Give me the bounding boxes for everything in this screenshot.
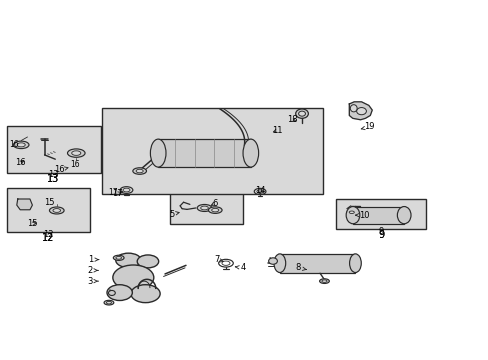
- Ellipse shape: [49, 207, 64, 214]
- Text: 13: 13: [47, 174, 60, 184]
- Text: 17: 17: [112, 189, 123, 198]
- Text: 8: 8: [295, 264, 306, 273]
- Text: 9: 9: [377, 230, 383, 240]
- Polygon shape: [17, 199, 32, 210]
- Ellipse shape: [108, 291, 115, 296]
- Text: 9: 9: [377, 230, 383, 240]
- Ellipse shape: [348, 211, 354, 213]
- Ellipse shape: [131, 285, 160, 303]
- Ellipse shape: [319, 279, 329, 283]
- Text: 16: 16: [15, 158, 25, 167]
- Text: 16: 16: [70, 160, 80, 169]
- Text: 14: 14: [254, 186, 265, 195]
- Ellipse shape: [356, 108, 366, 115]
- Text: 10: 10: [355, 211, 369, 220]
- Ellipse shape: [104, 300, 114, 305]
- Ellipse shape: [13, 141, 29, 149]
- Text: 12: 12: [42, 230, 53, 239]
- Ellipse shape: [116, 253, 141, 267]
- Ellipse shape: [397, 207, 410, 224]
- Ellipse shape: [349, 254, 361, 273]
- Ellipse shape: [349, 105, 356, 112]
- Text: 1: 1: [88, 255, 99, 264]
- Bar: [102, 108, 322, 194]
- Ellipse shape: [53, 208, 61, 212]
- Text: 11: 11: [271, 126, 282, 135]
- Bar: [352, 207, 404, 224]
- Text: 3: 3: [87, 276, 98, 285]
- Text: 5: 5: [169, 210, 179, 219]
- Bar: [170, 192, 242, 224]
- Text: 7: 7: [214, 255, 223, 264]
- Text: 13: 13: [47, 174, 60, 184]
- Ellipse shape: [116, 256, 121, 259]
- Bar: [6, 126, 101, 173]
- Text: 2: 2: [87, 266, 98, 275]
- Text: 19: 19: [361, 122, 374, 131]
- Ellipse shape: [295, 109, 308, 118]
- Text: 6: 6: [211, 199, 218, 208]
- Text: 15: 15: [27, 219, 38, 228]
- Text: 12: 12: [41, 233, 54, 243]
- Ellipse shape: [113, 255, 124, 260]
- Text: 18: 18: [286, 115, 297, 124]
- Ellipse shape: [133, 168, 146, 174]
- Polygon shape: [348, 102, 371, 120]
- Text: 9: 9: [378, 227, 383, 236]
- Bar: [158, 139, 250, 167]
- Text: 16: 16: [10, 140, 19, 149]
- Text: 16: 16: [54, 166, 68, 175]
- Text: 4: 4: [235, 264, 245, 273]
- Text: 12: 12: [41, 233, 54, 243]
- Text: 13: 13: [48, 170, 59, 179]
- Ellipse shape: [113, 265, 154, 290]
- Ellipse shape: [107, 285, 132, 301]
- Ellipse shape: [346, 210, 356, 215]
- Ellipse shape: [106, 301, 111, 304]
- Ellipse shape: [243, 139, 258, 167]
- Ellipse shape: [208, 207, 222, 213]
- Ellipse shape: [200, 206, 208, 210]
- Ellipse shape: [268, 258, 277, 264]
- Ellipse shape: [67, 149, 85, 157]
- Ellipse shape: [72, 151, 81, 156]
- Text: 17: 17: [108, 188, 118, 197]
- Ellipse shape: [298, 111, 305, 116]
- Bar: [279, 254, 355, 273]
- Ellipse shape: [136, 169, 143, 173]
- Ellipse shape: [197, 204, 211, 211]
- Ellipse shape: [273, 254, 285, 273]
- Text: 15: 15: [43, 198, 54, 207]
- Bar: [6, 188, 90, 232]
- Ellipse shape: [150, 139, 165, 167]
- Ellipse shape: [346, 207, 359, 224]
- Ellipse shape: [137, 255, 158, 268]
- Ellipse shape: [17, 143, 25, 147]
- Ellipse shape: [211, 208, 218, 212]
- Bar: [335, 199, 425, 229]
- Ellipse shape: [321, 280, 326, 282]
